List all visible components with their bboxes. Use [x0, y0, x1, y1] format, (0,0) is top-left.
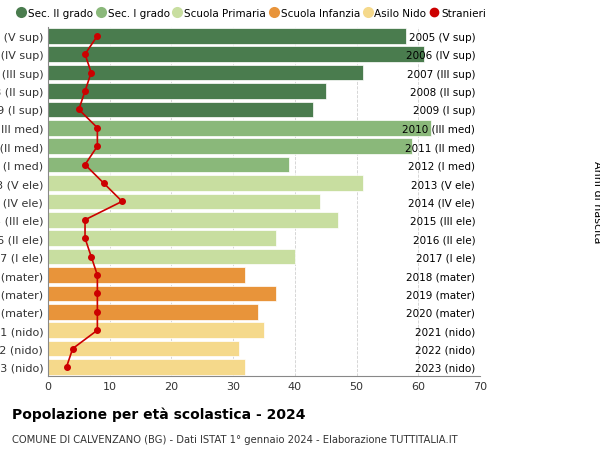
- Legend: Sec. II grado, Sec. I grado, Scuola Primaria, Scuola Infanzia, Asilo Nido, Stran: Sec. II grado, Sec. I grado, Scuola Prim…: [19, 9, 486, 19]
- Bar: [48, 157, 289, 173]
- Bar: [48, 249, 295, 265]
- Text: COMUNE DI CALVENZANO (BG) - Dati ISTAT 1° gennaio 2024 - Elaborazione TUTTITALIA: COMUNE DI CALVENZANO (BG) - Dati ISTAT 1…: [12, 434, 458, 444]
- Bar: [48, 84, 326, 100]
- Bar: [48, 323, 264, 338]
- Bar: [48, 66, 363, 81]
- Bar: [48, 359, 245, 375]
- Text: Anni di nascita: Anni di nascita: [592, 161, 600, 243]
- Bar: [48, 268, 245, 283]
- Bar: [48, 286, 277, 302]
- Bar: [48, 213, 338, 228]
- Bar: [48, 194, 320, 210]
- Bar: [48, 121, 431, 136]
- Bar: [48, 304, 258, 320]
- Bar: [48, 341, 239, 357]
- Bar: [48, 176, 363, 191]
- Bar: [48, 102, 313, 118]
- Bar: [48, 29, 406, 45]
- Text: Popolazione per età scolastica - 2024: Popolazione per età scolastica - 2024: [12, 406, 305, 421]
- Bar: [48, 139, 412, 155]
- Bar: [48, 231, 277, 246]
- Bar: [48, 47, 424, 63]
